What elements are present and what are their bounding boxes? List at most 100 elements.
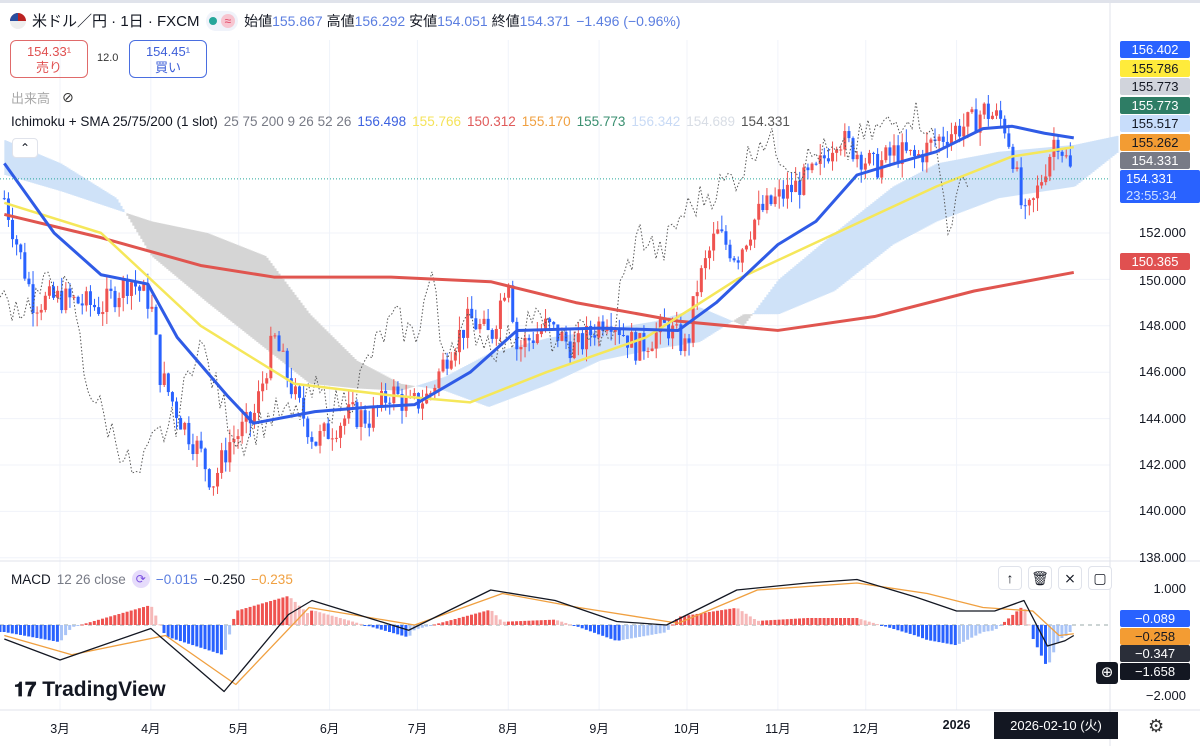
move-up-button[interactable]: ↑	[998, 566, 1022, 590]
candle	[630, 332, 634, 348]
ichimoku-cloud	[682, 312, 685, 345]
macd-histogram-bar	[318, 612, 322, 625]
ichimoku-cloud	[1106, 137, 1109, 161]
ichimoku-cloud	[144, 219, 147, 246]
candle	[515, 321, 519, 350]
ichimoku-cloud	[790, 268, 793, 309]
ichimoku-cloud	[1092, 140, 1095, 172]
candle	[703, 258, 707, 269]
ichimoku-cloud	[160, 223, 163, 265]
macd-histogram-bar	[978, 625, 982, 634]
ichimoku-cloud	[490, 352, 493, 407]
macd-histogram-bar	[634, 625, 637, 638]
collapse-pane-button[interactable]: ⨯	[1058, 566, 1082, 590]
candle	[429, 392, 433, 394]
macd-histogram-bar	[478, 612, 482, 625]
candle	[945, 141, 949, 145]
macd-histogram-bar	[638, 625, 642, 637]
macd-histogram-bar	[609, 625, 613, 639]
indicator-value: 154.331	[741, 114, 790, 129]
macd-histogram-bar	[761, 620, 765, 625]
ichimoku-cloud	[802, 258, 805, 304]
macd-histogram-bar	[351, 621, 355, 625]
tradingview-logo[interactable]: 𝟏𝟕 TradingView	[14, 678, 166, 702]
ichimoku-cloud	[68, 168, 71, 195]
ichimoku-cloud	[1028, 148, 1031, 194]
candle	[170, 392, 174, 402]
candle	[2, 198, 6, 200]
settings-gear-icon[interactable]: ⚙	[1148, 716, 1165, 736]
eye-off-icon[interactable]: ⊘	[62, 89, 74, 105]
ichimoku-cloud	[968, 157, 971, 210]
ichimoku-cloud	[592, 331, 595, 364]
ichimoku-cloud	[992, 152, 995, 201]
ichimoku-cloud	[884, 192, 887, 251]
ichimoku-cloud	[272, 265, 275, 355]
macd-histogram-bar	[359, 623, 363, 625]
maximize-icon: ▢	[1093, 570, 1107, 586]
ichimoku-cloud	[1060, 146, 1063, 189]
ichimoku-cloud	[368, 367, 371, 390]
ichimoku-cloud	[162, 223, 165, 266]
ichimoku-cloud	[806, 255, 809, 303]
buy-button[interactable]: 154.45¹ 買い	[129, 40, 207, 78]
collapse-icon: ⨯	[1064, 570, 1076, 586]
maximize-pane-button[interactable]: ▢	[1088, 566, 1112, 590]
ichimoku-cloud	[246, 248, 249, 335]
ichimoku-cloud	[192, 230, 195, 291]
macd-histogram-bar	[781, 619, 785, 625]
macd-histogram-bar	[55, 625, 59, 642]
candle	[298, 386, 302, 398]
ichimoku-cloud	[502, 349, 505, 402]
market-status[interactable]: ≈	[205, 10, 239, 31]
macd-histogram-bar	[80, 624, 84, 626]
candle	[794, 180, 798, 193]
ichimoku-cloud	[588, 331, 591, 366]
candle	[560, 331, 564, 341]
ichimoku-cloud	[238, 245, 241, 328]
ichimoku-cloud	[824, 240, 827, 295]
symbol-title[interactable]: 米ドル／円 · 1日 · FXCM	[32, 13, 200, 30]
ichimoku-cloud	[1108, 137, 1111, 160]
ichimoku-cloud	[164, 224, 167, 268]
macd-tick: −2.000	[1145, 688, 1186, 703]
delete-pane-button[interactable]: 🗑	[1028, 566, 1052, 590]
ohlc-values: 始値155.867 高値156.292 安値154.051 終値154.371	[244, 11, 570, 31]
candle	[593, 335, 597, 338]
ichimoku-cloud	[858, 213, 861, 272]
ichimoku-cloud	[292, 292, 295, 371]
ichimoku-cloud	[456, 370, 459, 396]
candle	[580, 333, 584, 350]
ichimoku-cloud	[264, 255, 267, 349]
candle	[31, 284, 35, 313]
ichimoku-cloud	[380, 373, 383, 390]
ichimoku-cloud	[560, 335, 563, 379]
logo-text: TradingView	[42, 678, 166, 701]
candle	[941, 136, 945, 142]
macd-legend[interactable]: MACD 12 26 close ⟳ −0.015 −0.250 −0.235	[11, 570, 293, 588]
sell-button[interactable]: 154.33¹ 売り	[10, 40, 88, 78]
macd-histogram-bar	[945, 625, 949, 644]
ichimoku-cloud	[694, 308, 697, 343]
sma25-line	[3, 124, 1075, 425]
add-plus-button[interactable]: ⊕	[1096, 662, 1118, 684]
macd-histogram-bar	[330, 615, 334, 625]
collapse-legend-button[interactable]: ⌃	[12, 138, 38, 158]
ichimoku-cloud	[832, 233, 835, 292]
indicator-legend[interactable]: Ichimoku + SMA 25/75/200 (1 slot) 25 75 2…	[11, 114, 790, 129]
candle	[872, 152, 876, 154]
ichimoku-cloud	[316, 321, 319, 385]
ichimoku-cloud	[142, 218, 145, 243]
refresh-icon[interactable]: ⟳	[131, 570, 150, 588]
ichimoku-cloud	[554, 336, 557, 382]
ichimoku-cloud	[1080, 143, 1083, 182]
macd-histogram-bar	[941, 625, 945, 643]
ichimoku-cloud	[1086, 142, 1089, 177]
ichimoku-cloud	[228, 241, 231, 320]
macd-histogram-bar	[994, 625, 998, 629]
candle	[277, 335, 281, 352]
ichimoku-cloud	[388, 377, 391, 391]
price-label: 155.773	[1120, 96, 1190, 114]
